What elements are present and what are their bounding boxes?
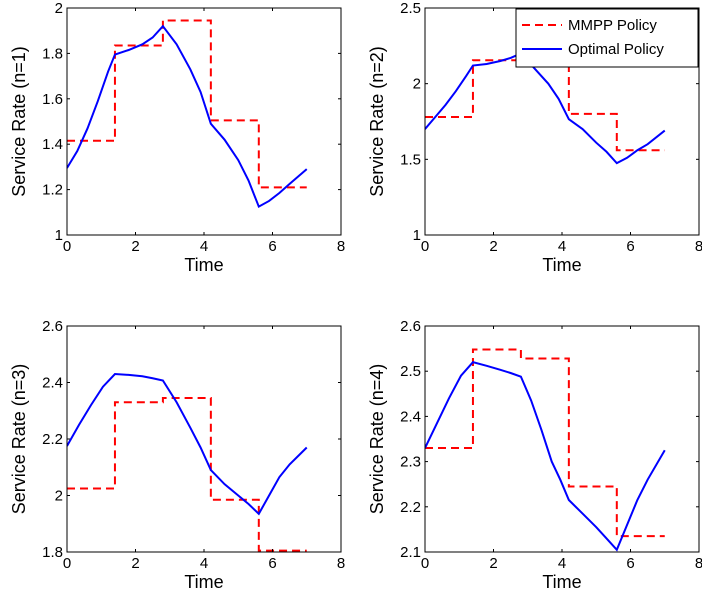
x-axis-label: Time: [542, 255, 581, 275]
y-tick-label: 2.5: [400, 0, 421, 17]
x-axis-label: Time: [184, 572, 223, 592]
x-tick-label: 6: [626, 555, 634, 572]
series-line-optimal-policy: [67, 372, 308, 516]
x-tick-label: 2: [489, 555, 497, 572]
axes-box: [66, 325, 342, 553]
legend: MMPP Policy Optimal Policy: [515, 8, 699, 68]
y-axis-label: Service Rate (n=4): [367, 364, 387, 515]
y-tick-label: 1: [55, 227, 63, 244]
x-tick-label: 4: [558, 555, 566, 572]
x-tick-label: 2: [489, 238, 497, 255]
y-tick-label: 2.4: [42, 375, 63, 392]
y-tick-label: 2.4: [400, 408, 421, 425]
y-axis-label: Service Rate (n=3): [9, 364, 29, 515]
x-tick-label: 8: [695, 555, 702, 572]
subplot-3: 0 2 4 6 8 1.8 2 2.2 2.4 2.6 Time Service Rate (n=3): [9, 318, 345, 592]
x-tick-label: 4: [558, 238, 566, 255]
subplot-1: 0 2 4 6 8 1 1.2 1.4 1.6 1.8 2 Time Service Rate (n=1…: [9, 0, 345, 275]
y-tick-label: 1.4: [42, 136, 63, 153]
y-tick-label: 1.8: [42, 544, 63, 561]
legend-label: MMPP Policy: [568, 17, 657, 34]
y-tick-label: 1.6: [42, 91, 63, 108]
y-tick-label: 2.5: [400, 363, 421, 380]
y-tick-label: 1: [413, 227, 421, 244]
y-tick-label: 2.2: [42, 431, 63, 448]
y-tick-label: 1.2: [42, 182, 63, 199]
y-tick-label: 2.2: [400, 499, 421, 516]
y-tick-label: 2.6: [42, 318, 63, 335]
x-tick-label: 2: [131, 238, 139, 255]
x-tick-label: 6: [268, 555, 276, 572]
y-axis-label: Service Rate (n=2): [367, 46, 387, 197]
x-tick-label: 0: [63, 555, 71, 572]
y-axis-label: Service Rate (n=1): [9, 46, 29, 197]
y-tick-label: 2: [55, 0, 63, 17]
x-tick-label: 0: [63, 238, 71, 255]
series-line-optimal-policy: [425, 52, 666, 165]
legend-box: [515, 8, 699, 68]
legend-label: Optimal Policy: [568, 41, 664, 58]
x-tick-label: 0: [421, 555, 429, 572]
subplot-2: 0 2 4 6 8 1 1.5 2 2.5 Time Service Rate (n=2): [367, 0, 702, 275]
series-line-mmpp-policy: [67, 397, 307, 552]
y-tick-label: 2.1: [400, 544, 421, 561]
y-tick-label: 2: [413, 76, 421, 93]
x-axis-label: Time: [184, 255, 223, 275]
y-tick-label: 1.8: [42, 45, 63, 62]
subplot-4: 0 2 4 6 8 2.1 2.2 2.3 2.4 2.5 2.6 Time Service Rate …: [367, 318, 702, 592]
y-tick-label: 2.6: [400, 318, 421, 335]
x-tick-label: 8: [337, 555, 345, 572]
y-tick-label: 2: [55, 488, 63, 505]
x-tick-label: 8: [695, 238, 702, 255]
axes-box: [66, 7, 342, 236]
series-line-optimal-policy: [425, 361, 666, 552]
y-tick-label: 1.5: [400, 151, 421, 168]
x-tick-label: 6: [626, 238, 634, 255]
series-line-mmpp-policy: [67, 19, 307, 189]
x-tick-label: 0: [421, 238, 429, 255]
x-axis-label: Time: [542, 572, 581, 592]
x-tick-label: 8: [337, 238, 345, 255]
series-line-optimal-policy: [67, 24, 308, 209]
x-tick-label: 4: [200, 555, 208, 572]
x-tick-label: 4: [200, 238, 208, 255]
y-tick-label: 2.3: [400, 454, 421, 471]
x-tick-label: 2: [131, 555, 139, 572]
x-tick-label: 6: [268, 238, 276, 255]
axes-box: [424, 325, 700, 553]
series-line-mmpp-policy: [425, 348, 665, 538]
